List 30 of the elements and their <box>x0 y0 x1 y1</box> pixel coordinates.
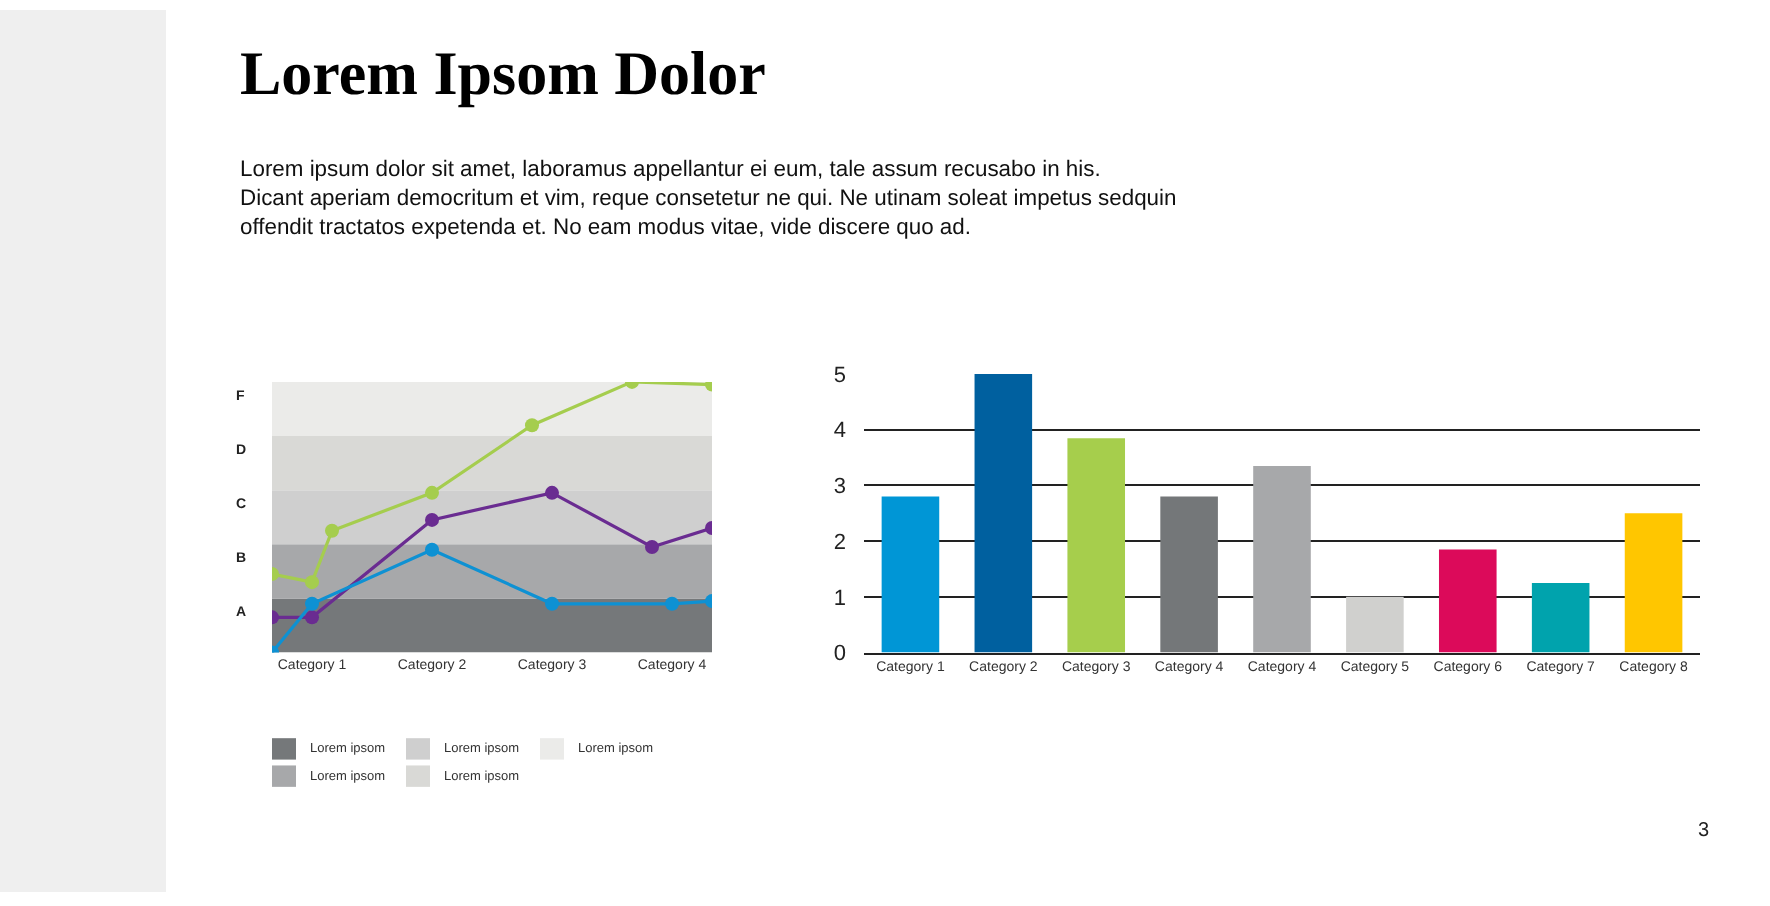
point <box>645 539 659 554</box>
point <box>325 523 339 538</box>
text: 3 <box>1698 820 1710 842</box>
point <box>665 596 679 611</box>
bar <box>974 374 1033 653</box>
bar <box>1624 513 1683 653</box>
bar <box>1346 596 1404 653</box>
y-tick-label: 0 <box>833 642 846 667</box>
y-tick-label: 5 <box>833 363 846 388</box>
point <box>525 418 539 433</box>
y-tick-label: 3 <box>833 475 846 500</box>
point <box>545 596 559 611</box>
y-tick-label: 2 <box>833 530 846 555</box>
bar <box>881 496 940 653</box>
point <box>305 610 319 625</box>
chart-title: Lorem Ipsom Dolor <box>240 38 767 108</box>
y-tick-label: 4 <box>833 419 846 444</box>
point <box>425 542 439 557</box>
point <box>545 485 559 500</box>
point <box>425 512 439 527</box>
bar <box>1253 465 1311 653</box>
chart-subtitle: Lorem ipsum dolor sit amet, laboramus appellantur ei eum, tale assum recusabo in his. Dicant aperiam democritum et vim, reque consetetur ne qui. Ne utinam soleat impetus sedquin offendit tractatos expetenda et. No eam modus vitae, vide discere quo ad. <box>240 158 1177 241</box>
bar <box>1531 582 1590 653</box>
bar <box>1067 438 1126 653</box>
point <box>305 575 319 590</box>
y-tick-label: 1 <box>833 586 846 611</box>
bar <box>1160 496 1218 653</box>
bar <box>1438 549 1497 653</box>
point <box>305 596 319 611</box>
point <box>425 485 439 500</box>
